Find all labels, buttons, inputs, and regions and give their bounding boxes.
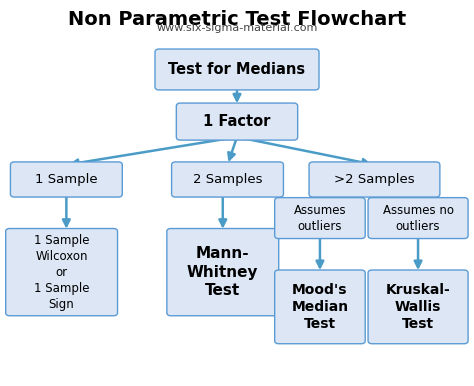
Text: Assumes
outliers: Assumes outliers bbox=[293, 203, 346, 233]
FancyBboxPatch shape bbox=[155, 49, 319, 90]
Text: 1 Factor: 1 Factor bbox=[203, 114, 271, 129]
Text: Kruskal-
Wallis
Test: Kruskal- Wallis Test bbox=[386, 283, 450, 331]
Text: Mann-
Whitney
Test: Mann- Whitney Test bbox=[187, 246, 258, 298]
FancyBboxPatch shape bbox=[309, 162, 440, 197]
FancyBboxPatch shape bbox=[10, 162, 122, 197]
Text: Assumes no
outliers: Assumes no outliers bbox=[383, 203, 454, 233]
Text: Test for Medians: Test for Medians bbox=[168, 62, 306, 77]
FancyBboxPatch shape bbox=[368, 270, 468, 344]
Text: Non Parametric Test Flowchart: Non Parametric Test Flowchart bbox=[68, 10, 406, 29]
FancyBboxPatch shape bbox=[274, 198, 365, 239]
Text: 2 Samples: 2 Samples bbox=[193, 173, 262, 186]
Text: 1 Sample: 1 Sample bbox=[35, 173, 98, 186]
FancyBboxPatch shape bbox=[274, 270, 365, 344]
FancyBboxPatch shape bbox=[167, 229, 279, 316]
Text: 1 Sample
Wilcoxon
or
1 Sample
Sign: 1 Sample Wilcoxon or 1 Sample Sign bbox=[34, 234, 90, 311]
FancyBboxPatch shape bbox=[176, 103, 298, 140]
Text: Mood's
Median
Test: Mood's Median Test bbox=[292, 283, 348, 331]
Text: www.six-sigma-material.com: www.six-sigma-material.com bbox=[156, 23, 318, 33]
Text: >2 Samples: >2 Samples bbox=[334, 173, 415, 186]
FancyBboxPatch shape bbox=[172, 162, 283, 197]
FancyBboxPatch shape bbox=[368, 198, 468, 239]
FancyBboxPatch shape bbox=[6, 229, 118, 316]
